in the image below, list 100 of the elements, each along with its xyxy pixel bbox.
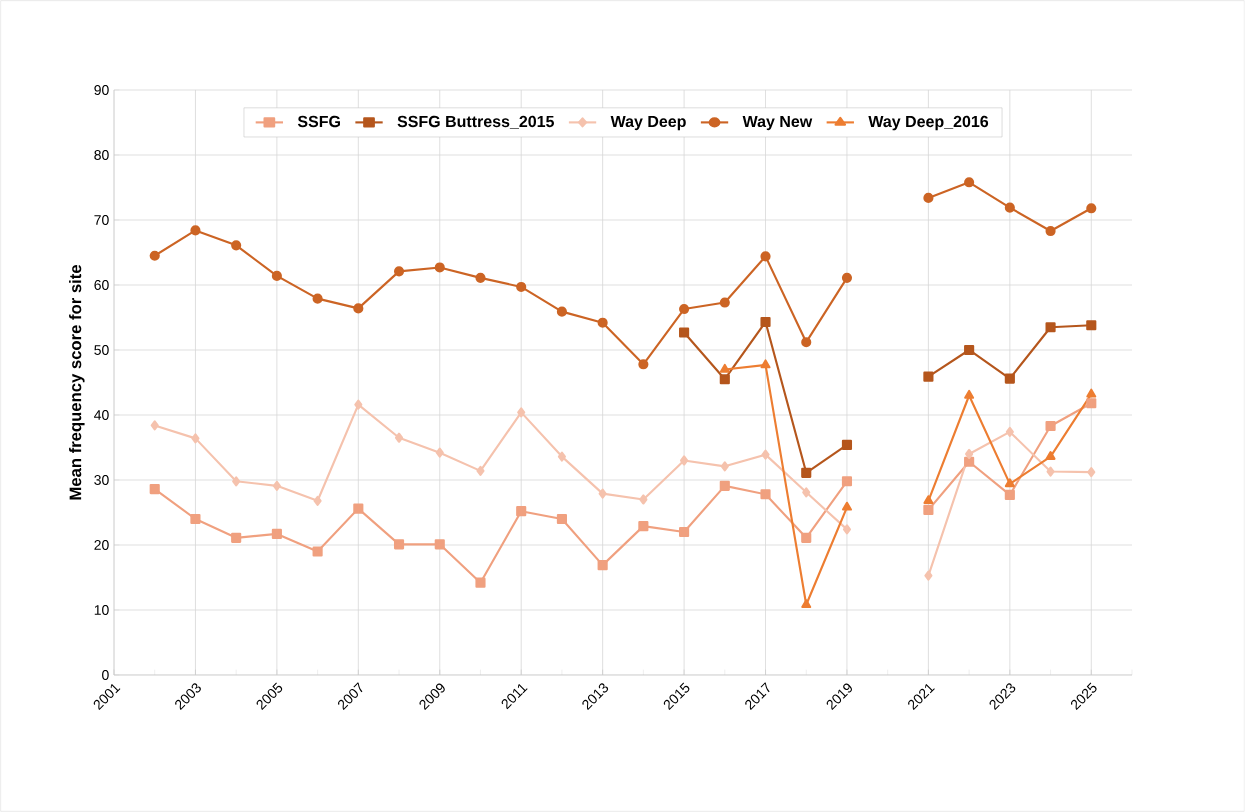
point xyxy=(393,539,405,550)
point xyxy=(964,389,975,399)
point xyxy=(679,303,690,315)
point xyxy=(719,374,730,385)
y-tick-label: 70 xyxy=(94,215,109,225)
y-tick-label: 80 xyxy=(94,150,109,160)
point xyxy=(1005,426,1014,437)
point xyxy=(231,532,242,543)
point xyxy=(1004,202,1015,213)
point xyxy=(760,359,771,369)
point xyxy=(680,455,689,466)
point xyxy=(516,506,527,517)
point xyxy=(923,371,934,382)
y-tick-label: 60 xyxy=(94,280,109,290)
point xyxy=(272,480,281,491)
point xyxy=(1045,225,1056,237)
legend-label: Way New xyxy=(742,115,813,131)
point xyxy=(354,399,363,410)
point xyxy=(516,281,527,293)
point xyxy=(434,539,445,550)
point xyxy=(149,250,160,261)
point xyxy=(964,177,975,188)
point xyxy=(475,577,486,588)
point xyxy=(353,303,364,314)
point xyxy=(312,293,323,304)
point xyxy=(435,447,444,458)
point xyxy=(965,448,974,460)
y-tick-label: 10 xyxy=(94,605,109,615)
y-tick-label: 30 xyxy=(94,475,109,485)
point xyxy=(719,297,730,308)
point xyxy=(923,495,934,505)
point xyxy=(760,316,771,328)
point xyxy=(313,495,322,506)
point xyxy=(190,513,201,525)
point xyxy=(964,456,975,467)
point xyxy=(639,494,648,505)
legend-label: SSFG Buttress_2015 xyxy=(397,115,555,129)
point xyxy=(231,240,242,251)
point xyxy=(557,451,566,462)
point xyxy=(679,327,690,338)
y-axis-title: Mean frequency score for site xyxy=(69,264,85,500)
point xyxy=(271,528,282,540)
point xyxy=(394,432,404,443)
point xyxy=(232,476,241,487)
point xyxy=(1004,373,1015,384)
legend-label: Way Deep_2016 xyxy=(868,115,989,131)
y-tick-label: 40 xyxy=(94,410,109,420)
point xyxy=(597,317,608,328)
point xyxy=(1046,466,1055,477)
point xyxy=(924,570,933,581)
point xyxy=(149,484,160,495)
point xyxy=(841,501,852,511)
point xyxy=(802,487,811,498)
point xyxy=(801,467,812,478)
point xyxy=(760,489,771,500)
point xyxy=(1086,320,1097,331)
point xyxy=(271,270,282,281)
point xyxy=(801,532,812,543)
point xyxy=(191,433,200,444)
point xyxy=(638,359,649,370)
point xyxy=(556,306,567,317)
point xyxy=(1086,203,1097,214)
point xyxy=(841,272,853,283)
point xyxy=(312,546,323,557)
point xyxy=(1087,467,1096,478)
point xyxy=(841,439,853,450)
point xyxy=(476,465,485,476)
point xyxy=(517,407,526,418)
point xyxy=(597,560,608,571)
point xyxy=(719,480,730,491)
y-tick-label: 50 xyxy=(94,345,109,355)
point xyxy=(923,192,934,203)
point xyxy=(1045,450,1056,460)
point xyxy=(1086,388,1097,398)
point xyxy=(720,461,729,472)
y-tick-label: 0 xyxy=(102,670,109,680)
point xyxy=(760,251,771,262)
point xyxy=(353,503,364,514)
point xyxy=(679,526,690,538)
point xyxy=(923,504,934,515)
point xyxy=(475,272,486,283)
point xyxy=(841,476,853,487)
point xyxy=(598,488,607,499)
point xyxy=(1045,322,1056,333)
point xyxy=(1045,420,1056,432)
point xyxy=(150,420,159,431)
point xyxy=(1004,489,1015,501)
point xyxy=(1004,478,1015,488)
point xyxy=(393,266,405,277)
legend-label: SSFG xyxy=(297,115,340,128)
y-tick-label: 90 xyxy=(94,85,109,95)
point xyxy=(190,225,201,236)
point xyxy=(719,363,730,373)
point xyxy=(964,344,975,356)
legend-label: Way Deep xyxy=(610,115,686,131)
point xyxy=(1086,398,1097,409)
point xyxy=(638,521,649,532)
point xyxy=(761,449,770,460)
point xyxy=(801,599,812,609)
point xyxy=(556,513,567,525)
